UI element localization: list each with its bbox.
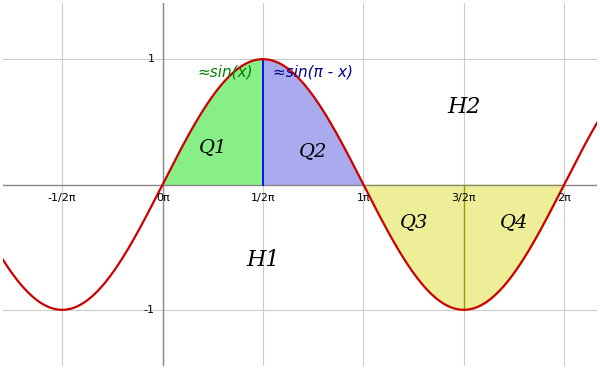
Text: -1/2π: -1/2π bbox=[48, 193, 76, 203]
Text: H2: H2 bbox=[447, 96, 481, 118]
Text: 3/2π: 3/2π bbox=[452, 193, 476, 203]
Text: 1/2π: 1/2π bbox=[251, 193, 275, 203]
Text: 1π: 1π bbox=[356, 193, 370, 203]
Text: 0π: 0π bbox=[156, 193, 169, 203]
Text: ≈sin(π - x): ≈sin(π - x) bbox=[272, 64, 353, 79]
Text: 2π: 2π bbox=[557, 193, 571, 203]
Text: -1: -1 bbox=[144, 305, 155, 315]
Text: Q1: Q1 bbox=[199, 138, 227, 156]
Text: H1: H1 bbox=[246, 249, 280, 271]
Text: Q4: Q4 bbox=[500, 213, 528, 231]
Text: Q3: Q3 bbox=[400, 213, 428, 231]
Text: Q2: Q2 bbox=[299, 142, 328, 160]
Text: ≈sin(x): ≈sin(x) bbox=[198, 64, 253, 79]
Text: 1: 1 bbox=[148, 54, 155, 64]
